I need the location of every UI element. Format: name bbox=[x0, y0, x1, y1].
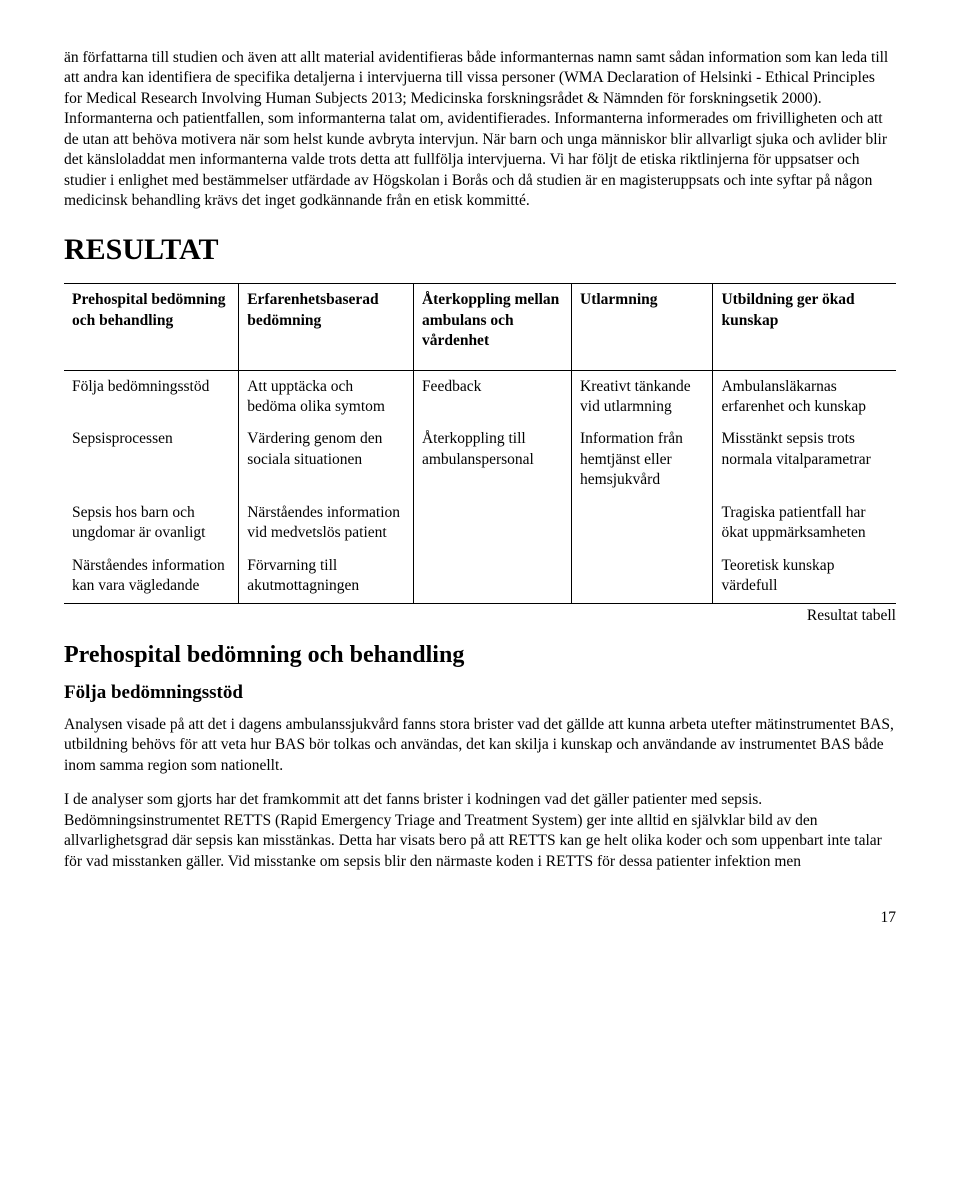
td: Information från hemtjänst eller hemsjuk… bbox=[572, 423, 713, 496]
body-p3: I de analyser som gjorts har det framkom… bbox=[64, 790, 896, 872]
td bbox=[572, 497, 713, 550]
table-row: Närståendes information kan vara vägleda… bbox=[64, 550, 896, 603]
td: Följa bedömningsstöd bbox=[64, 370, 239, 423]
body-p2: Analysen visade på att det i dagens ambu… bbox=[64, 715, 896, 776]
td bbox=[413, 550, 571, 603]
table-row: Följa bedömningsstöd Att upptäcka och be… bbox=[64, 370, 896, 423]
td: Sepsis hos barn och ungdomar är ovanligt bbox=[64, 497, 239, 550]
th-2: Återkoppling mellan ambulans och vårdenh… bbox=[413, 284, 571, 370]
table-row: Sepsisprocessen Värdering genom den soci… bbox=[64, 423, 896, 496]
td bbox=[413, 497, 571, 550]
th-1: Erfarenhetsbaserad bedömning bbox=[239, 284, 414, 370]
td: Närståendes information kan vara vägleda… bbox=[64, 550, 239, 603]
table-row: Sepsis hos barn och ungdomar är ovanligt… bbox=[64, 497, 896, 550]
th-4: Utbildning ger ökad kunskap bbox=[713, 284, 896, 370]
td: Återkoppling till ambulanspersonal bbox=[413, 423, 571, 496]
td: Feedback bbox=[413, 370, 571, 423]
th-0: Prehospital bedömning och behandling bbox=[64, 284, 239, 370]
th-3: Utlarmning bbox=[572, 284, 713, 370]
td: Teoretisk kunskap värdefull bbox=[713, 550, 896, 603]
td: Tragiska patientfall har ökat uppmärksam… bbox=[713, 497, 896, 550]
result-table: Prehospital bedömning och behandling Erf… bbox=[64, 283, 896, 603]
td: Kreativt tänkande vid utlarmning bbox=[572, 370, 713, 423]
td: Värdering genom den sociala situationen bbox=[239, 423, 414, 496]
heading-prehospital: Prehospital bedömning och behandling bbox=[64, 640, 896, 672]
td: Misstänkt sepsis trots normala vitalpara… bbox=[713, 423, 896, 496]
heading-resultat: RESULTAT bbox=[64, 230, 896, 270]
heading-folja: Följa bedömningsstöd bbox=[64, 680, 896, 705]
page-number: 17 bbox=[64, 908, 896, 928]
intro-paragraph: än författarna till studien och även att… bbox=[64, 48, 896, 212]
td: Sepsisprocessen bbox=[64, 423, 239, 496]
td: Närståendes information vid medvetslös p… bbox=[239, 497, 414, 550]
td: Att upptäcka och bedöma olika symtom bbox=[239, 370, 414, 423]
td: Ambulansläkarnas erfarenhet och kunskap bbox=[713, 370, 896, 423]
td: Förvarning till akutmottagningen bbox=[239, 550, 414, 603]
td bbox=[572, 550, 713, 603]
table-header-row: Prehospital bedömning och behandling Erf… bbox=[64, 284, 896, 370]
table-caption: Resultat tabell bbox=[64, 606, 896, 626]
